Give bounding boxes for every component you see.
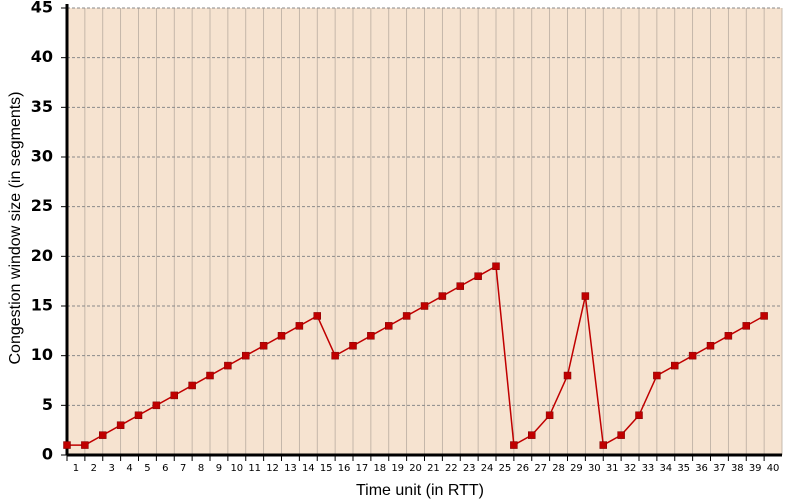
x-tick-label: 40 <box>767 463 780 474</box>
x-tick-label: 28 <box>552 463 565 474</box>
data-point <box>331 351 339 360</box>
x-tick-label: 13 <box>284 463 297 474</box>
y-tick-label: 0 <box>42 445 53 464</box>
x-tick-label: 8 <box>198 463 204 474</box>
data-point <box>706 341 715 350</box>
x-tick-label: 37 <box>713 463 726 474</box>
series-line <box>67 265 765 447</box>
x-tick-label: 24 <box>481 463 494 474</box>
data-point <box>134 411 143 420</box>
x-tick-label: 18 <box>373 463 386 474</box>
data-point <box>99 431 107 439</box>
x-tick-label: 10 <box>230 463 243 474</box>
x-tick-label: 20 <box>409 463 422 474</box>
data-point <box>742 322 750 330</box>
data-point <box>188 381 196 390</box>
x-tick-label: 9 <box>216 463 222 474</box>
x-tick-label: 3 <box>109 463 115 474</box>
y-axis-label: Congestion window size (in segments) <box>7 91 24 364</box>
data-point <box>688 351 697 360</box>
data-point <box>259 341 268 350</box>
data-point <box>116 421 125 429</box>
data-point <box>420 302 429 310</box>
data-point <box>545 411 554 420</box>
x-tick-label: 5 <box>144 463 150 474</box>
data-point <box>367 332 375 340</box>
data-point <box>277 332 286 340</box>
y-tick-label: 20 <box>31 246 53 265</box>
x-tick-label: 6 <box>162 463 168 474</box>
data-point <box>295 322 304 330</box>
y-tick-label: 45 <box>31 0 53 17</box>
data-point <box>63 441 71 449</box>
x-tick-label: 15 <box>320 463 333 474</box>
x-axis-label: Time unit (in RTT) <box>356 482 484 499</box>
x-tick-label: 34 <box>659 463 672 474</box>
data-point <box>599 441 607 449</box>
x-tick-label: 36 <box>695 463 708 474</box>
data-point <box>456 282 464 290</box>
data-point <box>724 332 733 340</box>
y-tick-label: 5 <box>42 395 53 414</box>
x-tick-label: 39 <box>749 463 762 474</box>
y-tick-label: 40 <box>31 47 53 66</box>
data-point <box>635 411 643 420</box>
data-point <box>528 431 536 439</box>
data-point <box>402 312 411 320</box>
x-tick-label: 2 <box>91 463 97 474</box>
data-point <box>671 361 679 370</box>
x-tick-label: 31 <box>606 463 619 474</box>
x-tick-label: 30 <box>588 463 601 474</box>
x-tick-label: 33 <box>642 463 655 474</box>
x-tick-label: 25 <box>499 463 512 474</box>
data-point <box>617 431 625 439</box>
y-tick-label: 30 <box>31 147 53 166</box>
data-point <box>760 312 768 320</box>
data-point <box>313 312 321 320</box>
data-point <box>206 371 214 380</box>
x-tick-label: 22 <box>445 463 458 474</box>
x-tick-label: 17 <box>356 463 369 474</box>
x-tick-label: 1 <box>73 463 79 474</box>
data-point <box>510 441 518 449</box>
data-point <box>563 371 572 380</box>
y-tick-label: 35 <box>31 97 53 116</box>
data-point <box>581 292 590 300</box>
data-point <box>224 361 232 370</box>
y-tick-label: 15 <box>31 296 53 315</box>
data-point <box>492 262 500 271</box>
x-tick-label: 35 <box>677 463 690 474</box>
data-point <box>349 341 357 350</box>
x-tick-label: 27 <box>534 463 547 474</box>
x-tick-label: 23 <box>463 463 476 474</box>
x-tick-label: 14 <box>302 463 315 474</box>
x-tick-label: 12 <box>266 463 279 474</box>
x-tick-label: 32 <box>624 463 637 474</box>
data-point <box>438 292 447 300</box>
data-point <box>170 391 178 400</box>
x-tick-label: 19 <box>391 463 404 474</box>
x-tick-label: 26 <box>516 463 529 474</box>
x-tick-label: 38 <box>731 463 744 474</box>
x-tick-label: 21 <box>427 463 440 474</box>
x-tick-label: 11 <box>248 463 261 474</box>
x-tick-label: 4 <box>126 463 132 474</box>
data-point <box>385 322 393 330</box>
data-point <box>653 371 661 380</box>
y-tick-label: 25 <box>31 196 53 215</box>
x-tick-label: 16 <box>338 463 351 474</box>
data-point <box>152 401 161 410</box>
x-tick-label: 7 <box>180 463 186 474</box>
data-point <box>81 441 89 449</box>
x-tick-label: 29 <box>570 463 583 474</box>
data-point <box>242 351 250 360</box>
y-tick-label: 10 <box>31 345 53 364</box>
data-point <box>474 272 482 280</box>
